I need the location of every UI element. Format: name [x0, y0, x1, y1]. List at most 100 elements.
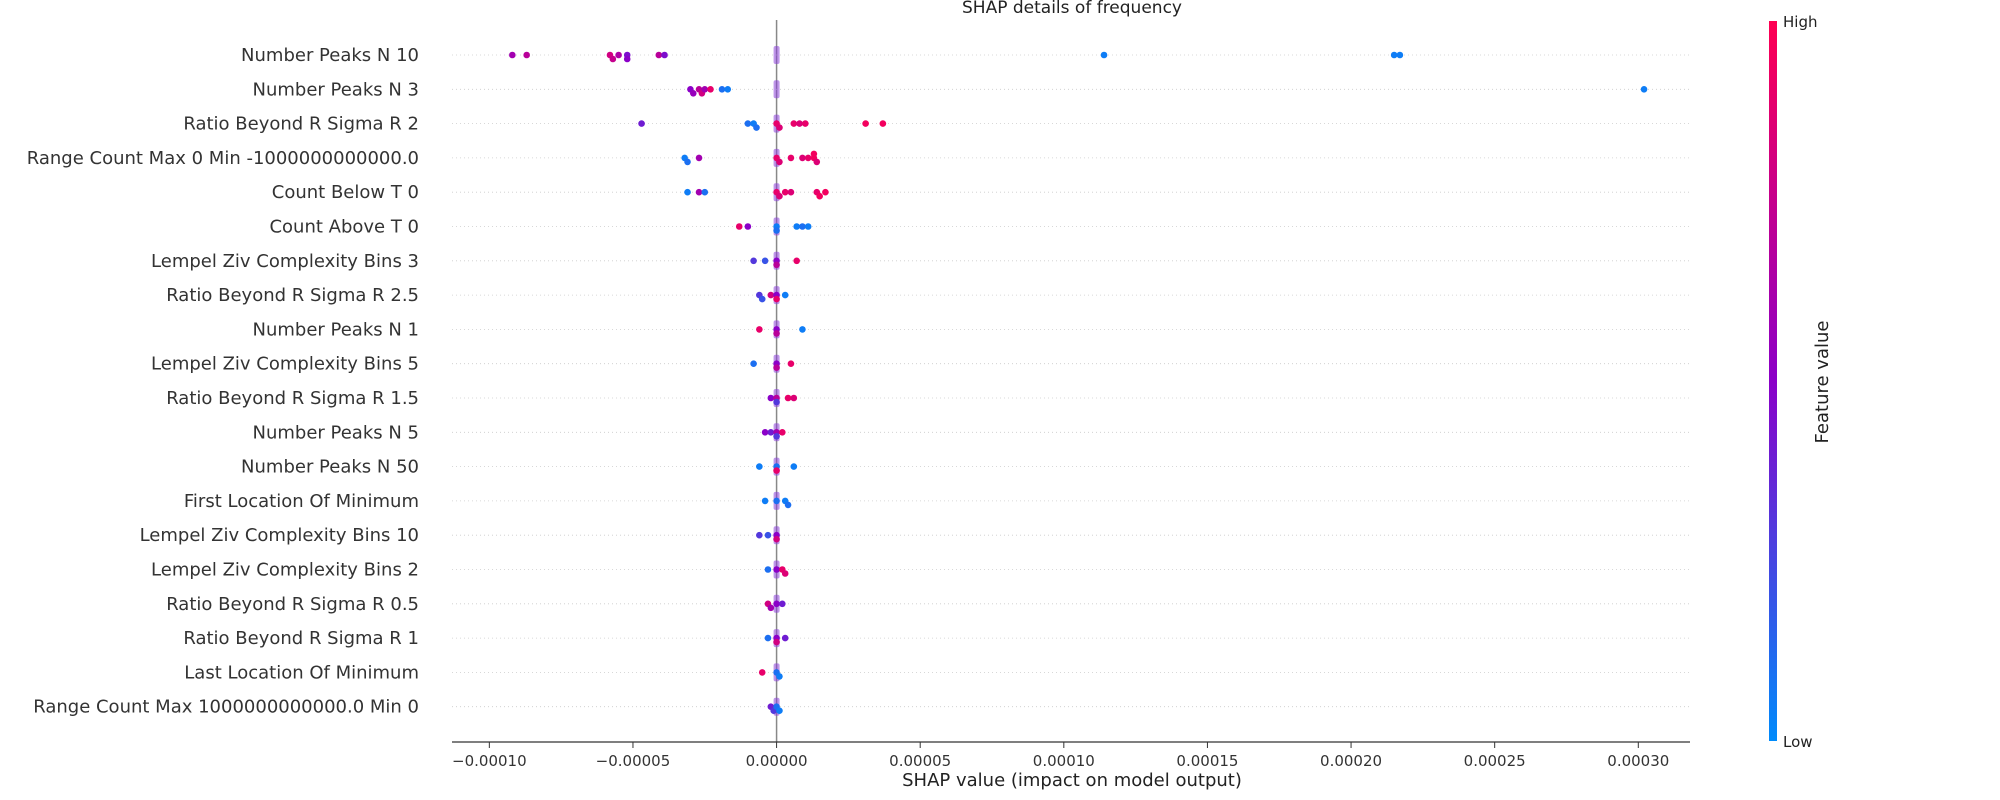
shap-point — [764, 634, 772, 642]
feature-label: Ratio Beyond R Sigma R 2.5 — [166, 285, 419, 306]
shap-point — [615, 51, 622, 59]
shap-point — [790, 394, 798, 402]
shap-point — [735, 223, 743, 230]
shap-point — [793, 257, 800, 265]
shap-point — [623, 55, 631, 63]
shap-point — [781, 188, 789, 196]
feature-label: Lempel Ziv Complexity Bins 5 — [151, 354, 419, 375]
shap-point — [655, 51, 663, 59]
x-tick-label: −0.00005 — [596, 752, 671, 770]
shap-point — [781, 570, 789, 577]
feature-row: Last Location Of Minimum — [184, 662, 1690, 683]
feature-row: Number Peaks N 1 — [252, 319, 1690, 340]
shap-point — [609, 55, 617, 63]
shap-point — [787, 154, 795, 162]
x-tick-label: 0.00030 — [1607, 752, 1669, 770]
feature-label: Count Above T 0 — [269, 217, 419, 238]
shap-point — [689, 90, 697, 97]
shap-point — [796, 120, 803, 127]
shap-point — [790, 463, 798, 470]
shap-point — [779, 600, 786, 608]
shap-point — [813, 158, 821, 166]
shap-point — [761, 497, 769, 505]
feature-label: Range Count Max 0 Min -1000000000000.0 — [27, 148, 419, 169]
shap-point — [773, 467, 780, 474]
shap-point — [773, 261, 780, 269]
feature-label: First Location Of Minimum — [184, 491, 419, 512]
x-tick-label: 0.00025 — [1464, 752, 1526, 770]
shap-point — [661, 51, 668, 59]
feature-row: Ratio Beyond R Sigma R 1.5 — [166, 388, 1690, 409]
x-tick-label: 0.00010 — [1033, 752, 1095, 770]
shap-point — [764, 566, 772, 573]
shap-point — [758, 669, 766, 676]
shap-point — [784, 394, 792, 402]
shap-point — [509, 51, 516, 59]
shap-point — [695, 154, 703, 162]
x-tick-label: 0.00000 — [746, 752, 808, 770]
shap-point — [773, 433, 780, 440]
shap-point — [701, 188, 709, 196]
colorbar-high-label: High — [1783, 13, 1817, 31]
shap-point — [744, 120, 752, 127]
feature-row: First Location Of Minimum — [184, 491, 1690, 512]
feature-label: Ratio Beyond R Sigma R 2 — [183, 114, 419, 135]
shap-point — [756, 531, 763, 539]
shap-point — [1390, 51, 1398, 59]
shap-point — [773, 535, 780, 543]
feature-label: Ratio Beyond R Sigma R 1.5 — [166, 388, 419, 409]
feature-row: Ratio Beyond R Sigma R 1 — [183, 628, 1690, 649]
shap-point — [773, 398, 780, 406]
x-tick-label: 0.00005 — [889, 752, 951, 770]
x-tick-label: −0.00010 — [452, 752, 527, 770]
feature-row: Count Below T 0 — [272, 182, 1690, 203]
shap-point — [822, 188, 829, 196]
feature-label: Count Below T 0 — [272, 182, 419, 203]
shap-point — [776, 673, 783, 680]
shap-point — [776, 707, 783, 714]
shap-point — [767, 394, 775, 402]
feature-label: Lempel Ziv Complexity Bins 10 — [140, 525, 419, 546]
shap-point — [767, 291, 775, 299]
feature-row: Lempel Ziv Complexity Bins 10 — [140, 525, 1690, 546]
feature-label: Ratio Beyond R Sigma R 0.5 — [166, 594, 419, 615]
shap-point — [773, 638, 780, 646]
feature-label: Last Location Of Minimum — [184, 662, 419, 683]
shap-point — [781, 634, 789, 642]
shap-point — [776, 192, 783, 200]
feature-rows: Number Peaks N 10 Number Peaks N 3 Ratio B… — [27, 20, 1690, 742]
shap-point — [764, 531, 772, 539]
shap-point — [862, 120, 869, 127]
feature-label: Lempel Ziv Complexity Bins 3 — [151, 251, 419, 272]
shap-point — [753, 124, 760, 131]
feature-row: Ratio Beyond R Sigma R 2 — [183, 114, 1690, 135]
shap-point — [790, 120, 798, 127]
shap-point — [684, 158, 691, 166]
shap-point — [756, 463, 763, 470]
shap-point — [776, 124, 783, 131]
colorbar: High Low Feature value — [1769, 13, 1833, 751]
feature-row: Number Peaks N 10 — [241, 45, 1690, 66]
shap-point — [810, 150, 818, 158]
colorbar-title: Feature value — [1812, 321, 1833, 444]
feature-row: Range Count Max 0 Min -1000000000000.0 — [27, 148, 1690, 169]
shap-point — [776, 158, 783, 166]
zero-cluster — [773, 80, 780, 99]
colorbar-gradient — [1769, 21, 1777, 741]
shap-point — [787, 360, 795, 368]
shap-point — [879, 120, 887, 127]
shap-point — [523, 51, 530, 59]
shap-point — [802, 120, 809, 127]
feature-row: Count Above T 0 — [269, 217, 1690, 238]
feature-row: Ratio Beyond R Sigma R 0.5 — [166, 594, 1690, 615]
feature-row: Number Peaks N 50 — [241, 457, 1690, 478]
shap-point — [750, 360, 757, 368]
x-axis-label: SHAP value (impact on model output) — [902, 770, 1242, 791]
shap-point — [781, 291, 789, 299]
feature-row: Range Count Max 1000000000000.0 Min 0 — [33, 697, 1690, 718]
feature-label: Lempel Ziv Complexity Bins 2 — [151, 560, 419, 581]
shap-point — [761, 257, 769, 265]
feature-label: Ratio Beyond R Sigma R 1 — [183, 628, 419, 649]
x-tick-label: 0.00015 — [1176, 752, 1238, 770]
